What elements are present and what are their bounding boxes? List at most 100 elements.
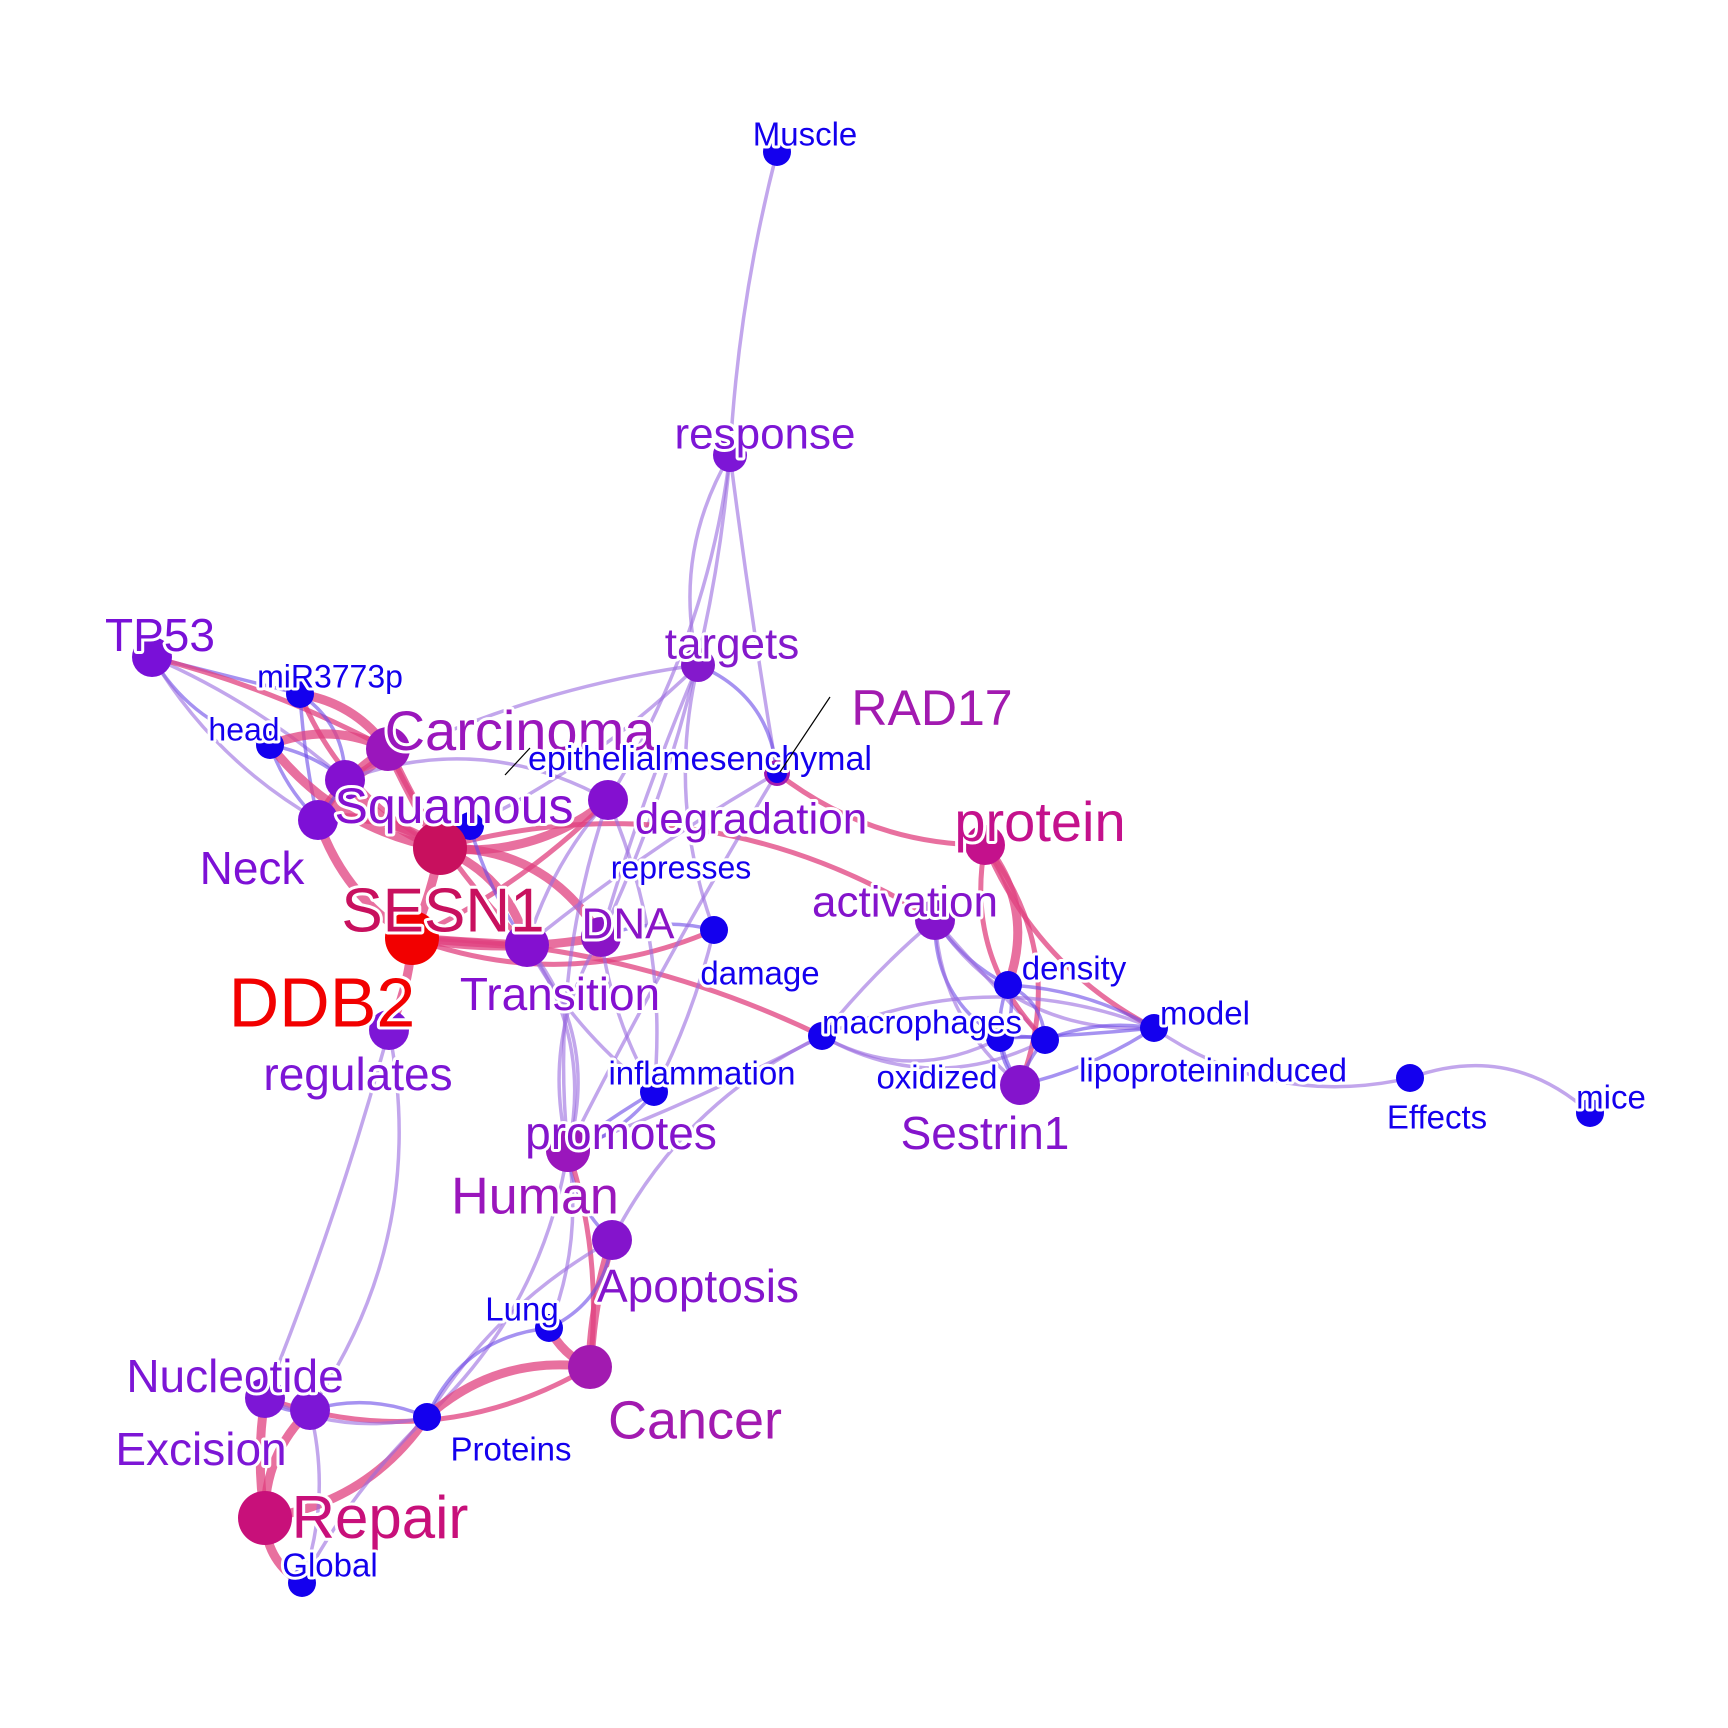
node-label-mice: mice (1576, 1079, 1646, 1116)
edge-dna-promotes (557, 935, 603, 1152)
edge-human-proteins (425, 1148, 570, 1419)
node-represses[interactable] (456, 812, 484, 840)
node-regulates[interactable] (369, 1010, 409, 1050)
node-model[interactable] (1140, 1014, 1168, 1042)
node-nucleotide[interactable] (245, 1378, 285, 1418)
edge-response-targets (688, 453, 732, 667)
node-cancer[interactable] (568, 1345, 612, 1389)
node-label-proteins: Proteins (450, 1431, 571, 1468)
edge-regulates-excision (308, 1028, 401, 1412)
node-label-degradation: degradation (635, 795, 867, 844)
edge-effects-mice (1408, 1063, 1592, 1115)
node-label-response: response (674, 410, 855, 459)
node-label-dna: DNA (582, 900, 676, 949)
node-apoptosis[interactable] (592, 1220, 632, 1260)
node-response[interactable] (713, 438, 747, 472)
node-label-oxidized: oxidized (876, 1059, 997, 1096)
node-label-head: head (208, 711, 279, 747)
node-degradation[interactable] (588, 780, 628, 820)
node-mir3773p[interactable] (286, 680, 314, 708)
node-effects[interactable] (1396, 1064, 1424, 1092)
node-tp53[interactable] (132, 637, 172, 677)
label-layer: Muscle response targets TP53 miR3773p head Car… (102, 113, 1649, 1587)
node-mice[interactable] (1576, 1099, 1604, 1127)
node-proteins[interactable] (413, 1403, 441, 1431)
node-label-apoptosis: Apoptosis (597, 1260, 799, 1312)
node-label-mir3773p: miR3773p (257, 658, 403, 694)
node-global[interactable] (288, 1569, 316, 1597)
node-squamous[interactable] (325, 760, 365, 800)
node-damage[interactable] (700, 916, 728, 944)
node-label-lung: Lung (485, 1291, 558, 1328)
node-human[interactable] (546, 1128, 590, 1172)
edge-macrophages-apoptosis (610, 1034, 824, 1242)
node-label-macrophages: macrophages (822, 1004, 1022, 1041)
node-label-carcinoma: Carcinoma (385, 699, 657, 762)
node-activation[interactable] (915, 900, 955, 940)
node-label-damage: damage (700, 955, 819, 992)
node-label-neck: Neck (200, 842, 306, 894)
node-label-human: Human (451, 1168, 619, 1226)
node-label-cancer: Cancer (608, 1390, 782, 1450)
edge-response-epithelialmesenchymal (728, 453, 779, 775)
node-label-activation: activation (812, 878, 998, 927)
node-dna[interactable] (581, 917, 621, 957)
edge-targets-epithelialmesenchymal (696, 663, 779, 775)
edge-macrophages-model (820, 995, 1156, 1038)
node-macrophages[interactable] (808, 1022, 836, 1050)
node-label-inflammation: inflammation (608, 1055, 795, 1092)
node-inflammation[interactable] (640, 1078, 668, 1106)
edge-density-model (1006, 983, 1156, 1030)
edge-protein-sestrin1 (982, 842, 1041, 1088)
node-excision[interactable] (290, 1390, 330, 1430)
node-density[interactable] (994, 971, 1022, 999)
node-label-tp53: TP53 (105, 609, 215, 661)
node-protein[interactable] (965, 825, 1005, 865)
edge-nucleotide-proteins (263, 1396, 429, 1426)
node-sesn1[interactable] (413, 821, 467, 875)
edge-tp53-neck (150, 655, 320, 822)
node-oxidized[interactable] (986, 1024, 1014, 1052)
node-label-promotes: promotes (525, 1107, 717, 1159)
node-label-targets: targets (665, 620, 800, 669)
node-label-rad17: RAD17 (851, 680, 1012, 736)
edge-degradation-inflammation (606, 798, 659, 1094)
edge-layer (149, 150, 1592, 1588)
edge-epithelialmesenchymal-transition (525, 771, 779, 947)
node-transition[interactable] (505, 923, 549, 967)
node-label-regulates: regulates (263, 1048, 452, 1100)
edge-transition-human (525, 943, 577, 1152)
node-label-sestrin1: Sestrin1 (901, 1107, 1070, 1159)
edge-macrophages-lipoproteininduced (820, 1034, 1047, 1070)
node-sestrin1[interactable] (1000, 1065, 1040, 1105)
node-label-sesn1: SESN1 (341, 876, 544, 945)
node-label-muscle: Muscle (753, 116, 858, 153)
node-repair[interactable] (238, 1491, 292, 1545)
node-label-model: model (1160, 995, 1250, 1032)
edge-model-effects (1152, 1026, 1412, 1089)
node-label-ddb2: DDB2 (229, 963, 416, 1041)
node-label-epithelialmesenchymal: epithelialmesenchymal (528, 740, 872, 778)
edge-tp53-squamous (150, 655, 347, 782)
node-label-excision: Excision (115, 1423, 286, 1475)
edge-epithelialmesenchymal-protein (774, 770, 988, 848)
node-ddb2[interactable] (385, 911, 439, 965)
node-head[interactable] (256, 731, 284, 759)
node-muscle[interactable] (763, 138, 791, 166)
edge-proteins-global (300, 1415, 429, 1585)
edge-apoptosis-proteins (425, 1238, 614, 1419)
epithelial-leader-line (504, 747, 531, 776)
edge-excision-global (300, 1408, 322, 1585)
edge-targets-represses (468, 663, 700, 828)
node-layer (132, 138, 1604, 1597)
node-targets[interactable] (681, 648, 715, 682)
node-neck[interactable] (298, 800, 338, 840)
node-label-protein: protein (954, 790, 1125, 853)
node-label-density: density (1022, 950, 1127, 987)
node-label-represses: represses (611, 849, 752, 885)
node-carcinoma[interactable] (366, 727, 410, 771)
node-lipoproteininduced[interactable] (1031, 1026, 1059, 1054)
node-lung[interactable] (535, 1314, 563, 1342)
edge-sesn1-activation (437, 821, 938, 923)
